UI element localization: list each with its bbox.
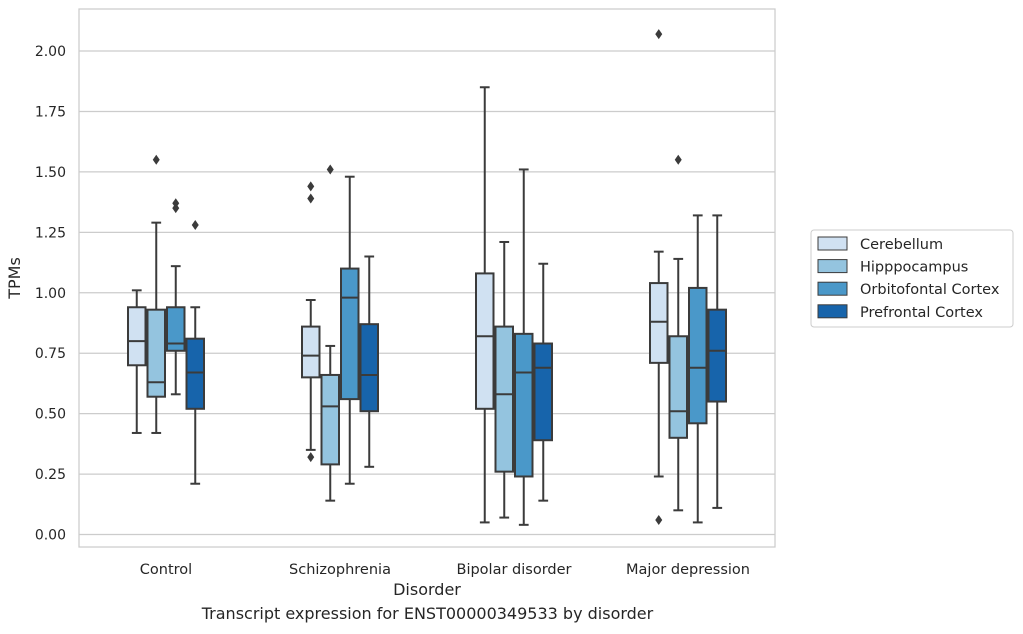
box-cerebellum [127, 289, 147, 434]
box-hipppocampus [320, 164, 340, 502]
iqr-box [166, 306, 186, 352]
outlier-point [152, 154, 160, 165]
box-orbitofontal-cortex [166, 198, 186, 396]
box-cerebellum [649, 29, 669, 525]
legend-swatch [817, 304, 848, 319]
y-tick-label: 1.25 [35, 225, 66, 241]
outlier-point [172, 198, 180, 209]
iqr-box [649, 282, 669, 364]
y-tick-label: 0.25 [35, 467, 66, 483]
iqr-box [688, 286, 708, 425]
box-orbitofontal-cortex [340, 175, 360, 485]
legend-frame [810, 229, 1014, 328]
outlier-point [307, 452, 315, 463]
box-hipppocampus [668, 154, 688, 512]
iqr-box [301, 325, 321, 379]
x-axis-label: Disorder [393, 580, 461, 599]
outlier-point [326, 164, 334, 175]
iqr-box [707, 308, 727, 403]
x-tick-label: Schizophrenia [289, 562, 391, 578]
y-tick-label: 0.50 [35, 407, 66, 423]
iqr-box [533, 342, 553, 442]
box-prefrontal-cortex [533, 262, 553, 502]
y-tick-label: 0.00 [35, 528, 66, 544]
legend-label: Cerebellum [860, 237, 943, 253]
iqr-box [146, 308, 166, 398]
y-tick-label: 2.00 [35, 44, 66, 60]
y-tick-label: 1.75 [35, 104, 66, 120]
x-tick-label: Control [140, 562, 192, 578]
outlier-point [655, 29, 663, 40]
box-cerebellum [475, 86, 495, 524]
y-tick-labels: 0.00 0.25 0.50 0.75 1.00 1.25 1.50 1.75 2.00 [35, 44, 66, 544]
box-prefrontal-cortex [185, 220, 205, 485]
outlier-point [307, 181, 315, 192]
figure-caption: Transcript expression for ENST0000034953… [201, 604, 654, 623]
box-prefrontal-cortex [359, 255, 379, 468]
outlier-point [674, 154, 682, 165]
box-hipppocampus [146, 154, 166, 434]
y-tick-label: 1.50 [35, 165, 66, 181]
box-orbitofontal-cortex [688, 214, 708, 524]
legend-swatch [817, 236, 848, 251]
iqr-box [320, 373, 340, 466]
x-tick-label: Major depression [626, 562, 750, 578]
iqr-box [127, 306, 147, 367]
outlier-point [655, 514, 663, 525]
box-cerebellum [301, 181, 321, 463]
y-tick-label: 0.75 [35, 346, 66, 362]
outlier-point [307, 193, 315, 204]
box-hipppocampus [494, 240, 514, 519]
y-tick-label: 1.00 [35, 286, 66, 302]
legend-label: Orbitofontal Cortex [860, 282, 1000, 298]
iqr-box [340, 267, 360, 401]
legend-swatch [817, 281, 848, 296]
iqr-box [494, 325, 514, 473]
iqr-box [514, 332, 534, 478]
iqr-box [668, 335, 688, 439]
y-axis-label: TPMs [5, 257, 24, 300]
box-orbitofontal-cortex [514, 168, 534, 526]
iqr-box [359, 323, 379, 413]
gridlines [79, 50, 775, 536]
box-series [127, 29, 727, 526]
legend-swatch [817, 259, 848, 274]
outlier-point [191, 220, 199, 231]
iqr-box [185, 337, 205, 410]
box-prefrontal-cortex [707, 214, 727, 509]
x-tick-labels: Control Schizophrenia Bipolar disorder Majo… [140, 562, 750, 578]
x-tick-label: Bipolar disorder [457, 562, 572, 578]
legend: Cerebellum Hipppocampus Orbitofontal Corte… [810, 229, 1014, 328]
legend-label: Prefrontal Cortex [860, 305, 983, 321]
plot-frame [78, 8, 776, 548]
legend-label: Hipppocampus [860, 260, 968, 276]
iqr-box [475, 272, 495, 410]
